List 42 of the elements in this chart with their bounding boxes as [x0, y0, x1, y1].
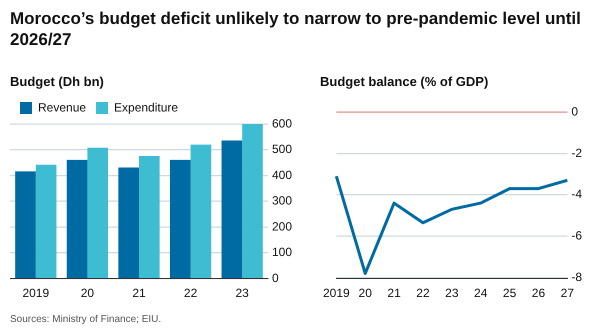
source-note: Sources: Ministry of Finance; EIU. — [10, 314, 162, 325]
x-tick-label: 25 — [502, 286, 517, 300]
chart-title: Morocco’s budget deficit unlikely to narrow to pre-pandemic level until 2026/27 — [10, 8, 582, 50]
x-tick-label: 21 — [132, 286, 146, 300]
chart-subtitle: Budget (Dh bn) — [10, 74, 105, 91]
bar — [36, 164, 56, 278]
y-tick-label: 100 — [272, 245, 292, 260]
bar — [87, 148, 108, 278]
x-tick-label: 23 — [236, 286, 250, 300]
y-tick-label: 500 — [272, 142, 292, 156]
bar — [66, 160, 88, 278]
y-tick-label: 300 — [272, 194, 292, 208]
y-tick-label: 0 — [571, 104, 578, 118]
y-tick-label: 200 — [272, 219, 292, 234]
x-tick-label: 20 — [80, 286, 94, 300]
y-tick-label: -4 — [571, 187, 582, 202]
x-tick-label: 22 — [184, 286, 198, 300]
chart-subtitle: Budget balance (% of GDP) — [320, 74, 490, 91]
y-tick-label: -6 — [571, 228, 582, 243]
bar — [242, 124, 263, 278]
y-tick-label: 600 — [272, 116, 292, 130]
x-tick-label: 20 — [358, 286, 372, 300]
x-tick-label: 24 — [474, 286, 488, 300]
x-tick-label: 26 — [532, 286, 546, 300]
legend-label: Revenue — [38, 100, 86, 114]
legend-label: Expenditure — [114, 100, 178, 114]
bar — [118, 168, 139, 278]
bar — [190, 144, 212, 278]
bar — [170, 160, 191, 278]
x-tick-label: 2019 — [322, 286, 350, 300]
bar — [15, 171, 36, 278]
x-tick-label: 27 — [560, 286, 574, 300]
x-tick-label: 21 — [387, 286, 402, 300]
bar — [138, 156, 160, 278]
x-tick-label: 2019 — [22, 286, 50, 300]
x-tick-label: 23 — [445, 286, 459, 300]
y-tick-label: -2 — [571, 146, 582, 160]
x-tick-label: 22 — [416, 286, 430, 300]
y-tick-label: 400 — [272, 168, 292, 182]
y-tick-label: -8 — [571, 270, 582, 284]
y-tick-label: 0 — [272, 270, 279, 285]
bar — [222, 140, 242, 278]
